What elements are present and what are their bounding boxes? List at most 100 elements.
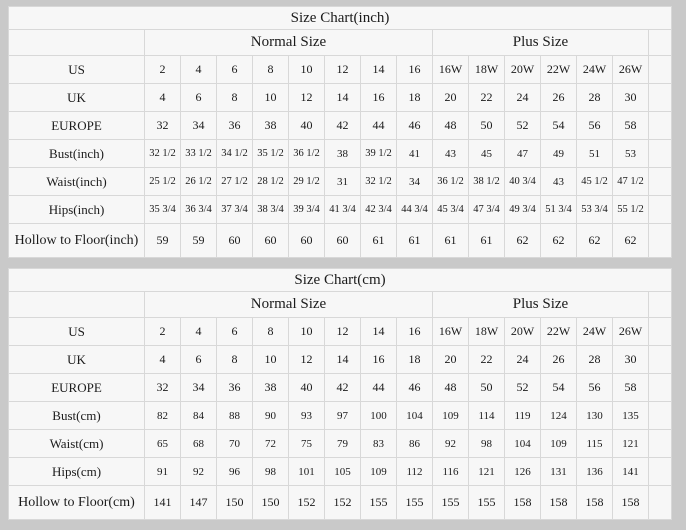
table-cell: 147 bbox=[180, 485, 217, 520]
table-cell: 155 bbox=[360, 485, 397, 520]
row-spacer bbox=[648, 345, 672, 374]
row-label: UK bbox=[8, 345, 145, 374]
table-cell: 29 1/2 bbox=[288, 167, 325, 196]
table-cell: 121 bbox=[612, 429, 649, 458]
table-row: Bust(cm) 82 84 88 90 93 97 100 104 109 114 119 124 13… bbox=[8, 401, 672, 430]
table-cell: 53 bbox=[612, 139, 649, 168]
table-cell: 112 bbox=[396, 457, 433, 486]
table-cell: 40 3/4 bbox=[504, 167, 541, 196]
table-cell: 16 bbox=[396, 55, 433, 84]
table-cell: 59 bbox=[180, 223, 217, 258]
row-label: Waist(cm) bbox=[8, 429, 145, 458]
table-cell: 8 bbox=[252, 55, 289, 84]
table-row: EUROPE 32 34 36 38 40 42 44 46 48 50 52 54 56 58 bbox=[8, 111, 672, 140]
table-cell: 40 bbox=[288, 111, 325, 140]
row-label: UK bbox=[8, 83, 145, 112]
size-chart-table-2: Size Chart(cm) Normal Size Plus Size US 2 4 6 8… bbox=[8, 268, 672, 520]
table-cell: 61 bbox=[396, 223, 433, 258]
table-cell: 16 bbox=[360, 83, 397, 112]
table-row: Hollow to Floor(inch) 59 59 60 60 60 60 61 61 61 6… bbox=[8, 223, 672, 258]
table-cell: 52 bbox=[504, 111, 541, 140]
table-cell: 109 bbox=[432, 401, 469, 430]
row-label: Bust(cm) bbox=[8, 401, 145, 430]
group-header-corner bbox=[8, 29, 145, 56]
table-cell: 58 bbox=[612, 111, 649, 140]
table-cell: 61 bbox=[360, 223, 397, 258]
row-spacer bbox=[648, 429, 672, 458]
row-label: EUROPE bbox=[8, 373, 145, 402]
table-cell: 115 bbox=[576, 429, 613, 458]
table-cell: 4 bbox=[144, 83, 181, 112]
table-cell: 24W bbox=[576, 55, 613, 84]
table-cell: 82 bbox=[144, 401, 181, 430]
table-cell: 61 bbox=[432, 223, 469, 258]
row-label: Hips(cm) bbox=[8, 457, 145, 486]
table-cell: 44 bbox=[360, 373, 397, 402]
group-header-normal-size: Normal Size bbox=[144, 291, 433, 318]
table-cell: 16W bbox=[432, 317, 469, 346]
table-cell: 37 3/4 bbox=[216, 195, 253, 224]
table-cell: 20 bbox=[432, 83, 469, 112]
table-cell: 44 3/4 bbox=[396, 195, 433, 224]
row-label: US bbox=[8, 55, 145, 84]
table-cell: 12 bbox=[288, 83, 325, 112]
table-cell: 62 bbox=[504, 223, 541, 258]
table-cell: 70 bbox=[216, 429, 253, 458]
table-cell: 105 bbox=[324, 457, 361, 486]
table-cell: 26 1/2 bbox=[180, 167, 217, 196]
row-spacer bbox=[648, 317, 672, 346]
table-cell: 39 1/2 bbox=[360, 139, 397, 168]
table-cell: 24 bbox=[504, 345, 541, 374]
table-cell: 104 bbox=[504, 429, 541, 458]
table-cell: 104 bbox=[396, 401, 433, 430]
table-cell: 150 bbox=[216, 485, 253, 520]
table-cell: 32 bbox=[144, 111, 181, 140]
table-cell: 14 bbox=[360, 55, 397, 84]
table-cell: 44 bbox=[360, 111, 397, 140]
table-cell: 14 bbox=[324, 83, 361, 112]
table-cell: 91 bbox=[144, 457, 181, 486]
table-cell: 8 bbox=[216, 83, 253, 112]
table-cell: 46 bbox=[396, 111, 433, 140]
table-cell: 41 3/4 bbox=[324, 195, 361, 224]
table-cell: 6 bbox=[180, 83, 217, 112]
table-cell: 26 bbox=[540, 83, 577, 112]
table-cell: 38 bbox=[252, 111, 289, 140]
table-cell: 14 bbox=[324, 345, 361, 374]
table-cell: 121 bbox=[468, 457, 505, 486]
table-cell: 101 bbox=[288, 457, 325, 486]
table-cell: 38 1/2 bbox=[468, 167, 505, 196]
table-cell: 26W bbox=[612, 317, 649, 346]
table-row: Waist(cm) 65 68 70 72 75 79 83 86 92 98 104 109 115 12… bbox=[8, 429, 672, 458]
table-cell: 4 bbox=[144, 345, 181, 374]
table-cell: 65 bbox=[144, 429, 181, 458]
table-cell: 60 bbox=[252, 223, 289, 258]
table-cell: 86 bbox=[396, 429, 433, 458]
table-cell: 114 bbox=[468, 401, 505, 430]
table-cell: 35 3/4 bbox=[144, 195, 181, 224]
table-cell: 56 bbox=[576, 111, 613, 140]
table-cell: 152 bbox=[288, 485, 325, 520]
table-cell: 12 bbox=[288, 345, 325, 374]
group-header-normal-size: Normal Size bbox=[144, 29, 433, 56]
row-label: Hollow to Floor(inch) bbox=[8, 223, 145, 258]
table-cell: 51 3/4 bbox=[540, 195, 577, 224]
table-cell: 98 bbox=[252, 457, 289, 486]
group-header-spacer bbox=[648, 29, 672, 56]
table-cell: 32 1/2 bbox=[144, 139, 181, 168]
table-cell: 24 bbox=[504, 83, 541, 112]
table-cell: 43 bbox=[540, 167, 577, 196]
table-cell: 109 bbox=[540, 429, 577, 458]
table-cell: 48 bbox=[432, 111, 469, 140]
table-cell: 136 bbox=[576, 457, 613, 486]
table-cell: 61 bbox=[468, 223, 505, 258]
table-cell: 18W bbox=[468, 55, 505, 84]
row-spacer bbox=[648, 195, 672, 224]
table-cell: 8 bbox=[216, 345, 253, 374]
chart-title-row: Size Chart(inch) bbox=[8, 6, 672, 30]
row-spacer bbox=[648, 223, 672, 258]
table-cell: 155 bbox=[432, 485, 469, 520]
table-cell: 8 bbox=[252, 317, 289, 346]
table-cell: 97 bbox=[324, 401, 361, 430]
table-cell: 36 1/2 bbox=[288, 139, 325, 168]
